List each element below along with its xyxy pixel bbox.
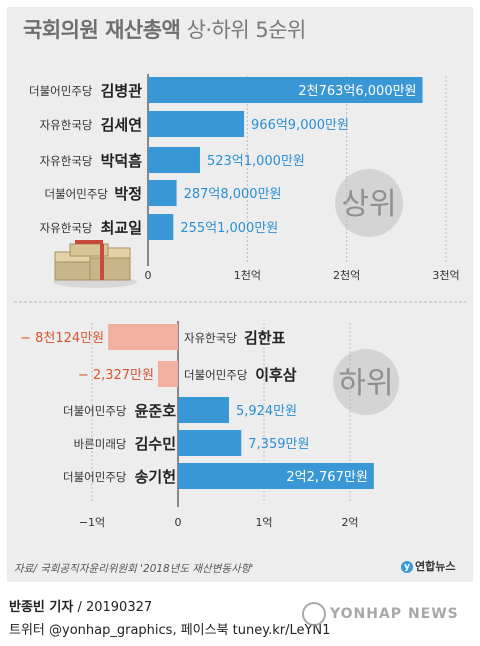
- data-label: 966억9,000만원: [251, 118, 349, 133]
- data-label: 287억8,000만원: [184, 187, 282, 202]
- bar: [148, 111, 245, 137]
- bar: [178, 397, 229, 423]
- rank-badge-circle: [333, 349, 399, 415]
- title-main: 국회의원 재산총액: [23, 18, 181, 42]
- yonhap-logo-text: 연합뉴스: [415, 560, 456, 573]
- social-links: 트위터 @yonhap_graphics, 페이스북 tuney.kr/LeYN…: [9, 623, 331, 638]
- bar: [178, 463, 374, 489]
- party-label: 더불어민주당: [63, 470, 127, 484]
- data-label: 7,359만원: [248, 437, 309, 452]
- party-label: 자유한국당: [40, 118, 93, 132]
- category-label: 박덕흠: [101, 152, 143, 170]
- yonhap-logo-icon: y: [401, 561, 413, 573]
- data-label: 255억1,000만원: [180, 221, 278, 236]
- data-label: − 2,327만원: [78, 368, 154, 383]
- category-label: 김세연: [101, 116, 142, 134]
- party-label: 자유한국당: [40, 154, 93, 168]
- bar: [148, 214, 174, 240]
- yonhap-watermark: YONHAP NEWS: [302, 602, 459, 626]
- party-label: 자유한국당: [184, 331, 237, 345]
- money-stack-icon: [53, 240, 137, 288]
- reporter-name: 반종빈 기자: [9, 600, 74, 615]
- chart-title: 국회의원 재산총액 상·하위 5순위: [23, 14, 306, 44]
- watermark-text: YONHAP NEWS: [330, 606, 459, 622]
- rank-badge-circle: [335, 169, 403, 237]
- watermark-circle-icon: [302, 602, 326, 626]
- party-label: 바른미래당: [74, 437, 127, 451]
- party-label: 더불어민주당: [29, 84, 93, 98]
- tick-label: 0: [145, 269, 152, 282]
- chart-area: 상위0 1천억 2천억 3천억2천763억6,000만원김병관더불어민주당966억9,…: [14, 74, 466, 529]
- tick-label: 2억: [341, 516, 358, 529]
- category-label: 김병관: [101, 82, 143, 100]
- party-label: 더불어민주당: [63, 404, 127, 418]
- tick-label: 2천억: [333, 268, 360, 282]
- rank-badge-label: 하위: [338, 366, 393, 401]
- bar: [148, 147, 200, 173]
- tick-label: 3천억: [432, 268, 459, 282]
- credit-date: / 20190327: [73, 600, 153, 615]
- reporter-credit: 반종빈 기자 / 20190327: [9, 596, 152, 615]
- category-label: 김한표: [244, 329, 286, 347]
- tick-label: −1억: [79, 516, 105, 529]
- rank-badge-label: 상위: [341, 187, 396, 222]
- tick-label: 0: [175, 516, 182, 529]
- bar: [148, 77, 423, 103]
- category-label: 이후삼: [255, 366, 297, 384]
- category-label: 윤준호: [135, 402, 177, 420]
- tick-label: 1억: [255, 516, 272, 529]
- data-label: 2억2,767만원: [286, 470, 367, 485]
- data-label: 2천763억6,000만원: [298, 84, 416, 99]
- yonhap-logo: y 연합뉴스: [401, 558, 455, 574]
- category-label: 김수민: [135, 435, 176, 453]
- category-label: 송기헌: [135, 468, 176, 486]
- bar: [157, 361, 178, 387]
- party-label: 더불어민주당: [184, 368, 248, 382]
- bar: [108, 324, 178, 350]
- tick-label: 1천억: [234, 268, 261, 282]
- category-label: 박정: [114, 185, 142, 203]
- category-label: 최교일: [101, 219, 142, 237]
- party-label: 자유한국당: [40, 221, 93, 235]
- source-note: 자료/ 국회공직자윤리위원회 '2018년도 재산변동사항': [14, 563, 254, 575]
- data-label: − 8천124만원: [20, 331, 104, 346]
- data-label: 523억1,000만원: [207, 154, 305, 169]
- party-label: 더불어민주당: [45, 187, 109, 201]
- bar: [178, 430, 242, 456]
- data-label: 5,924만원: [236, 404, 297, 419]
- title-sub: 상·하위 5순위: [186, 18, 307, 42]
- bar: [148, 180, 177, 206]
